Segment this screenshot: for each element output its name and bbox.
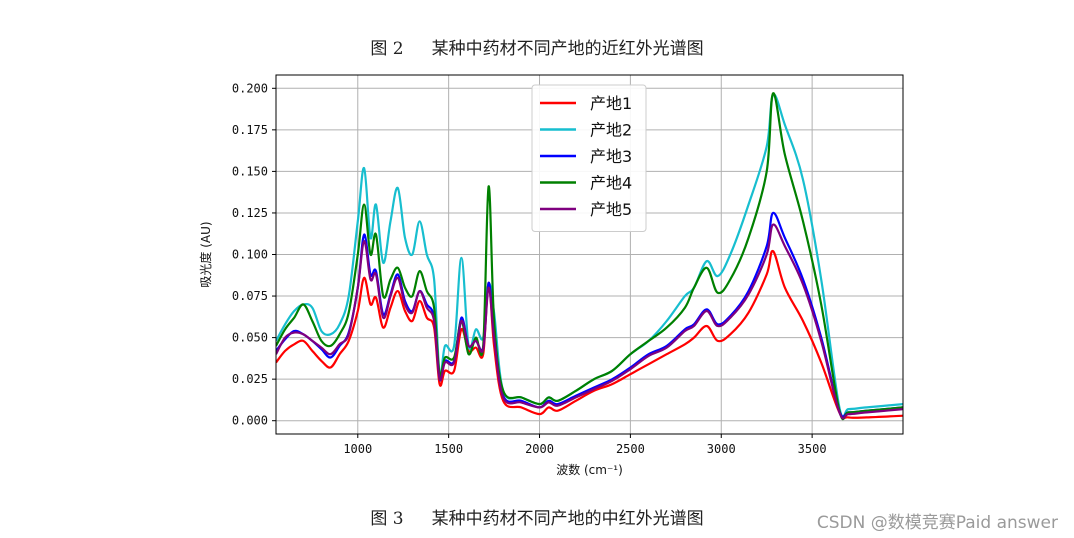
legend-label-1: 产地1: [590, 94, 632, 113]
axis-ticks: 1000 1500 2000 2500 3000 3500 0.000 0.025 0.050 0…: [232, 81, 827, 456]
x-tick-label: 2500: [616, 442, 645, 456]
y-tick-label: 0.125: [232, 206, 268, 220]
legend-label-2: 产地2: [590, 121, 632, 140]
legend-label-5: 产地5: [590, 200, 632, 219]
x-tick-label: 3500: [798, 442, 827, 456]
legend-label-4: 产地4: [590, 174, 632, 193]
top-caption-number: 图 2: [370, 39, 404, 59]
top-caption-text: 某种中药材不同产地的近红外光谱图: [431, 39, 704, 59]
series-lines: [276, 92, 903, 421]
bottom-caption-number: 图 3: [370, 509, 404, 529]
y-tick-label: 0.175: [232, 123, 268, 137]
legend: 产地1 产地2 产地3 产地4 产地5: [531, 84, 647, 232]
legend-box: [531, 84, 647, 232]
y-tick-label: 0.025: [232, 372, 268, 386]
x-tick-label: 3000: [707, 442, 736, 456]
x-tick-label: 2000: [525, 442, 554, 456]
y-tick-label: 0.075: [232, 289, 268, 303]
legend-label-3: 产地3: [590, 147, 632, 166]
y-tick-label: 0.200: [232, 81, 268, 95]
y-axis-label: 吸光度 (AU): [198, 221, 213, 287]
y-tick-label: 0.050: [232, 331, 268, 345]
top-caption: 图 2 某种中药材不同产地的近红外光谱图: [0, 34, 1074, 59]
watermark: CSDN @数模竞赛Paid answer: [816, 513, 1058, 533]
bottom-caption: 图 3 某种中药材不同产地的中红外光谱图: [0, 504, 1074, 529]
x-tick-label: 1500: [434, 442, 463, 456]
bottom-caption-text: 某种中药材不同产地的中红外光谱图: [431, 509, 704, 529]
x-axis-label: 波数 (cm⁻¹): [556, 462, 623, 477]
y-tick-label: 0.000: [232, 414, 268, 428]
y-tick-label: 0.100: [232, 248, 268, 262]
series-line-4: [276, 92, 903, 421]
series-line-5: [276, 223, 903, 420]
y-tick-label: 0.150: [232, 164, 268, 178]
x-tick-label: 1000: [343, 442, 372, 456]
